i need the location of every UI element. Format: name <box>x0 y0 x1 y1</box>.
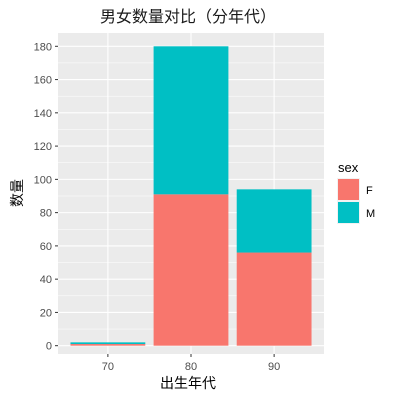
y-tick-label: 20 <box>40 307 52 319</box>
y-tick-label: 100 <box>34 174 52 186</box>
y-tick-label: 160 <box>34 75 52 87</box>
legend-key-f <box>338 179 359 200</box>
legend: sex FM <box>337 160 375 224</box>
bar-layer <box>70 46 312 346</box>
bar-segment <box>236 189 312 253</box>
y-tick-label: 40 <box>40 274 52 286</box>
y-tick-label: 80 <box>40 208 52 220</box>
legend-label: F <box>366 185 373 197</box>
bar-segment <box>70 342 146 345</box>
y-tick-label: 60 <box>40 241 52 253</box>
x-tick-label: 80 <box>185 361 197 373</box>
y-tick-label: 120 <box>34 141 52 153</box>
x-axis: 70 80 90 <box>102 354 280 373</box>
y-tick-label: 180 <box>34 41 52 53</box>
chart-title: 男女数量对比（分年代） <box>100 7 276 26</box>
x-tick-label: 90 <box>268 361 280 373</box>
y-axis: 0 20 40 60 80 100 120 140 160 180 <box>34 41 58 353</box>
y-tick-label: 140 <box>34 108 52 120</box>
legend-key-m <box>338 202 359 223</box>
y-tick-label: 0 <box>46 341 52 353</box>
bar-segment <box>70 344 146 346</box>
bar-segment <box>236 252 312 346</box>
legend-title: sex <box>338 160 359 175</box>
y-axis-title: 数量 <box>10 179 26 207</box>
x-axis-title: 出生年代 <box>160 376 216 392</box>
bar-segment <box>153 194 229 346</box>
bar-segment <box>153 46 229 195</box>
x-tick-label: 70 <box>102 361 114 373</box>
legend-label: M <box>366 208 375 220</box>
